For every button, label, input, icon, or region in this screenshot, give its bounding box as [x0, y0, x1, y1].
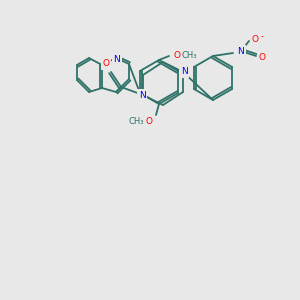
Text: N: N [238, 46, 244, 56]
Text: O: O [103, 59, 110, 68]
Text: O: O [251, 34, 259, 43]
Text: CH₃: CH₃ [182, 50, 197, 59]
Text: N: N [139, 91, 145, 100]
Text: O: O [174, 50, 181, 59]
Text: O: O [259, 52, 266, 62]
Text: N: N [181, 68, 188, 76]
Text: O: O [145, 118, 152, 127]
Text: -: - [261, 32, 263, 41]
Text: N: N [114, 56, 120, 64]
Text: CH₃: CH₃ [128, 118, 144, 127]
